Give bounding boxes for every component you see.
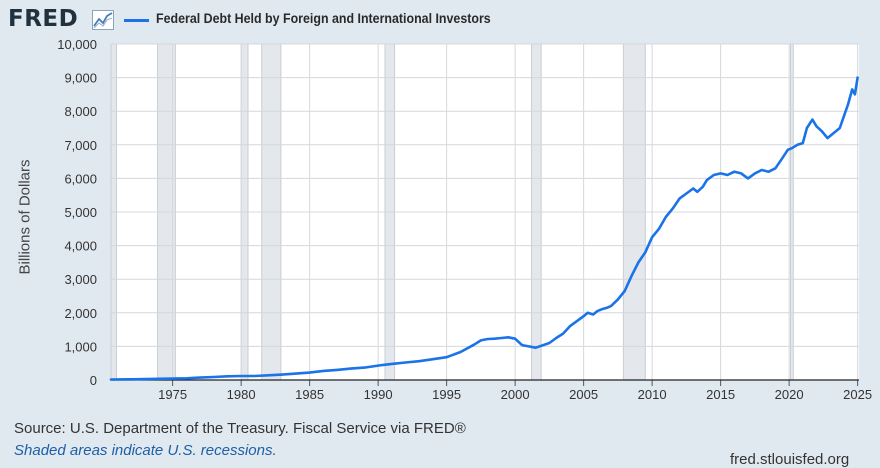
legend-swatch bbox=[124, 19, 149, 22]
x-tick-label: 2005 bbox=[569, 387, 598, 402]
x-tick-label: 1980 bbox=[227, 387, 256, 402]
x-tick-label: 1990 bbox=[364, 387, 393, 402]
y-tick-label: 5,000 bbox=[64, 205, 97, 220]
x-tick-label: 2000 bbox=[501, 387, 530, 402]
fred-logo[interactable]: FRED bbox=[8, 6, 79, 32]
series-line bbox=[109, 76, 859, 381]
x-tick-label: 1985 bbox=[295, 387, 324, 402]
y-tick-label: 10,000 bbox=[57, 37, 97, 52]
y-tick-label: 9,000 bbox=[64, 71, 97, 86]
x-tick-label: 2025 bbox=[843, 387, 872, 402]
y-tick-label: 1,000 bbox=[64, 339, 97, 354]
line-chart: 0 1,000 2,000 3,000 4,000 5,000 6,000 7,000 8,00… bbox=[57, 37, 872, 402]
legend-label: Federal Debt Held by Foreign and Interna… bbox=[156, 11, 491, 26]
chart-header: FRED Federal Debt Held by Foreign and In… bbox=[0, 0, 880, 40]
y-tick-label: 3,000 bbox=[64, 272, 97, 287]
chart-line-icon[interactable] bbox=[92, 10, 114, 30]
y-tick-label: 7,000 bbox=[64, 138, 97, 153]
x-tick-label: 2010 bbox=[638, 387, 667, 402]
y-tick-label: 2,000 bbox=[64, 306, 97, 321]
y-tick-label: 0 bbox=[90, 373, 97, 388]
x-tick-label: 1995 bbox=[432, 387, 461, 402]
x-tick-label: 2015 bbox=[706, 387, 735, 402]
y-tick-label: 4,000 bbox=[64, 239, 97, 254]
recession-note: Shaded areas indicate U.S. recessions. bbox=[14, 442, 277, 459]
y-tick-label: 8,000 bbox=[64, 104, 97, 119]
source-note: Source: U.S. Department of the Treasury.… bbox=[14, 420, 466, 437]
x-tick-label: 1975 bbox=[158, 387, 187, 402]
x-tick-label: 2020 bbox=[775, 387, 804, 402]
y-tick-label: 6,000 bbox=[64, 171, 97, 186]
source-url[interactable]: fred.stlouisfed.org bbox=[730, 451, 850, 468]
